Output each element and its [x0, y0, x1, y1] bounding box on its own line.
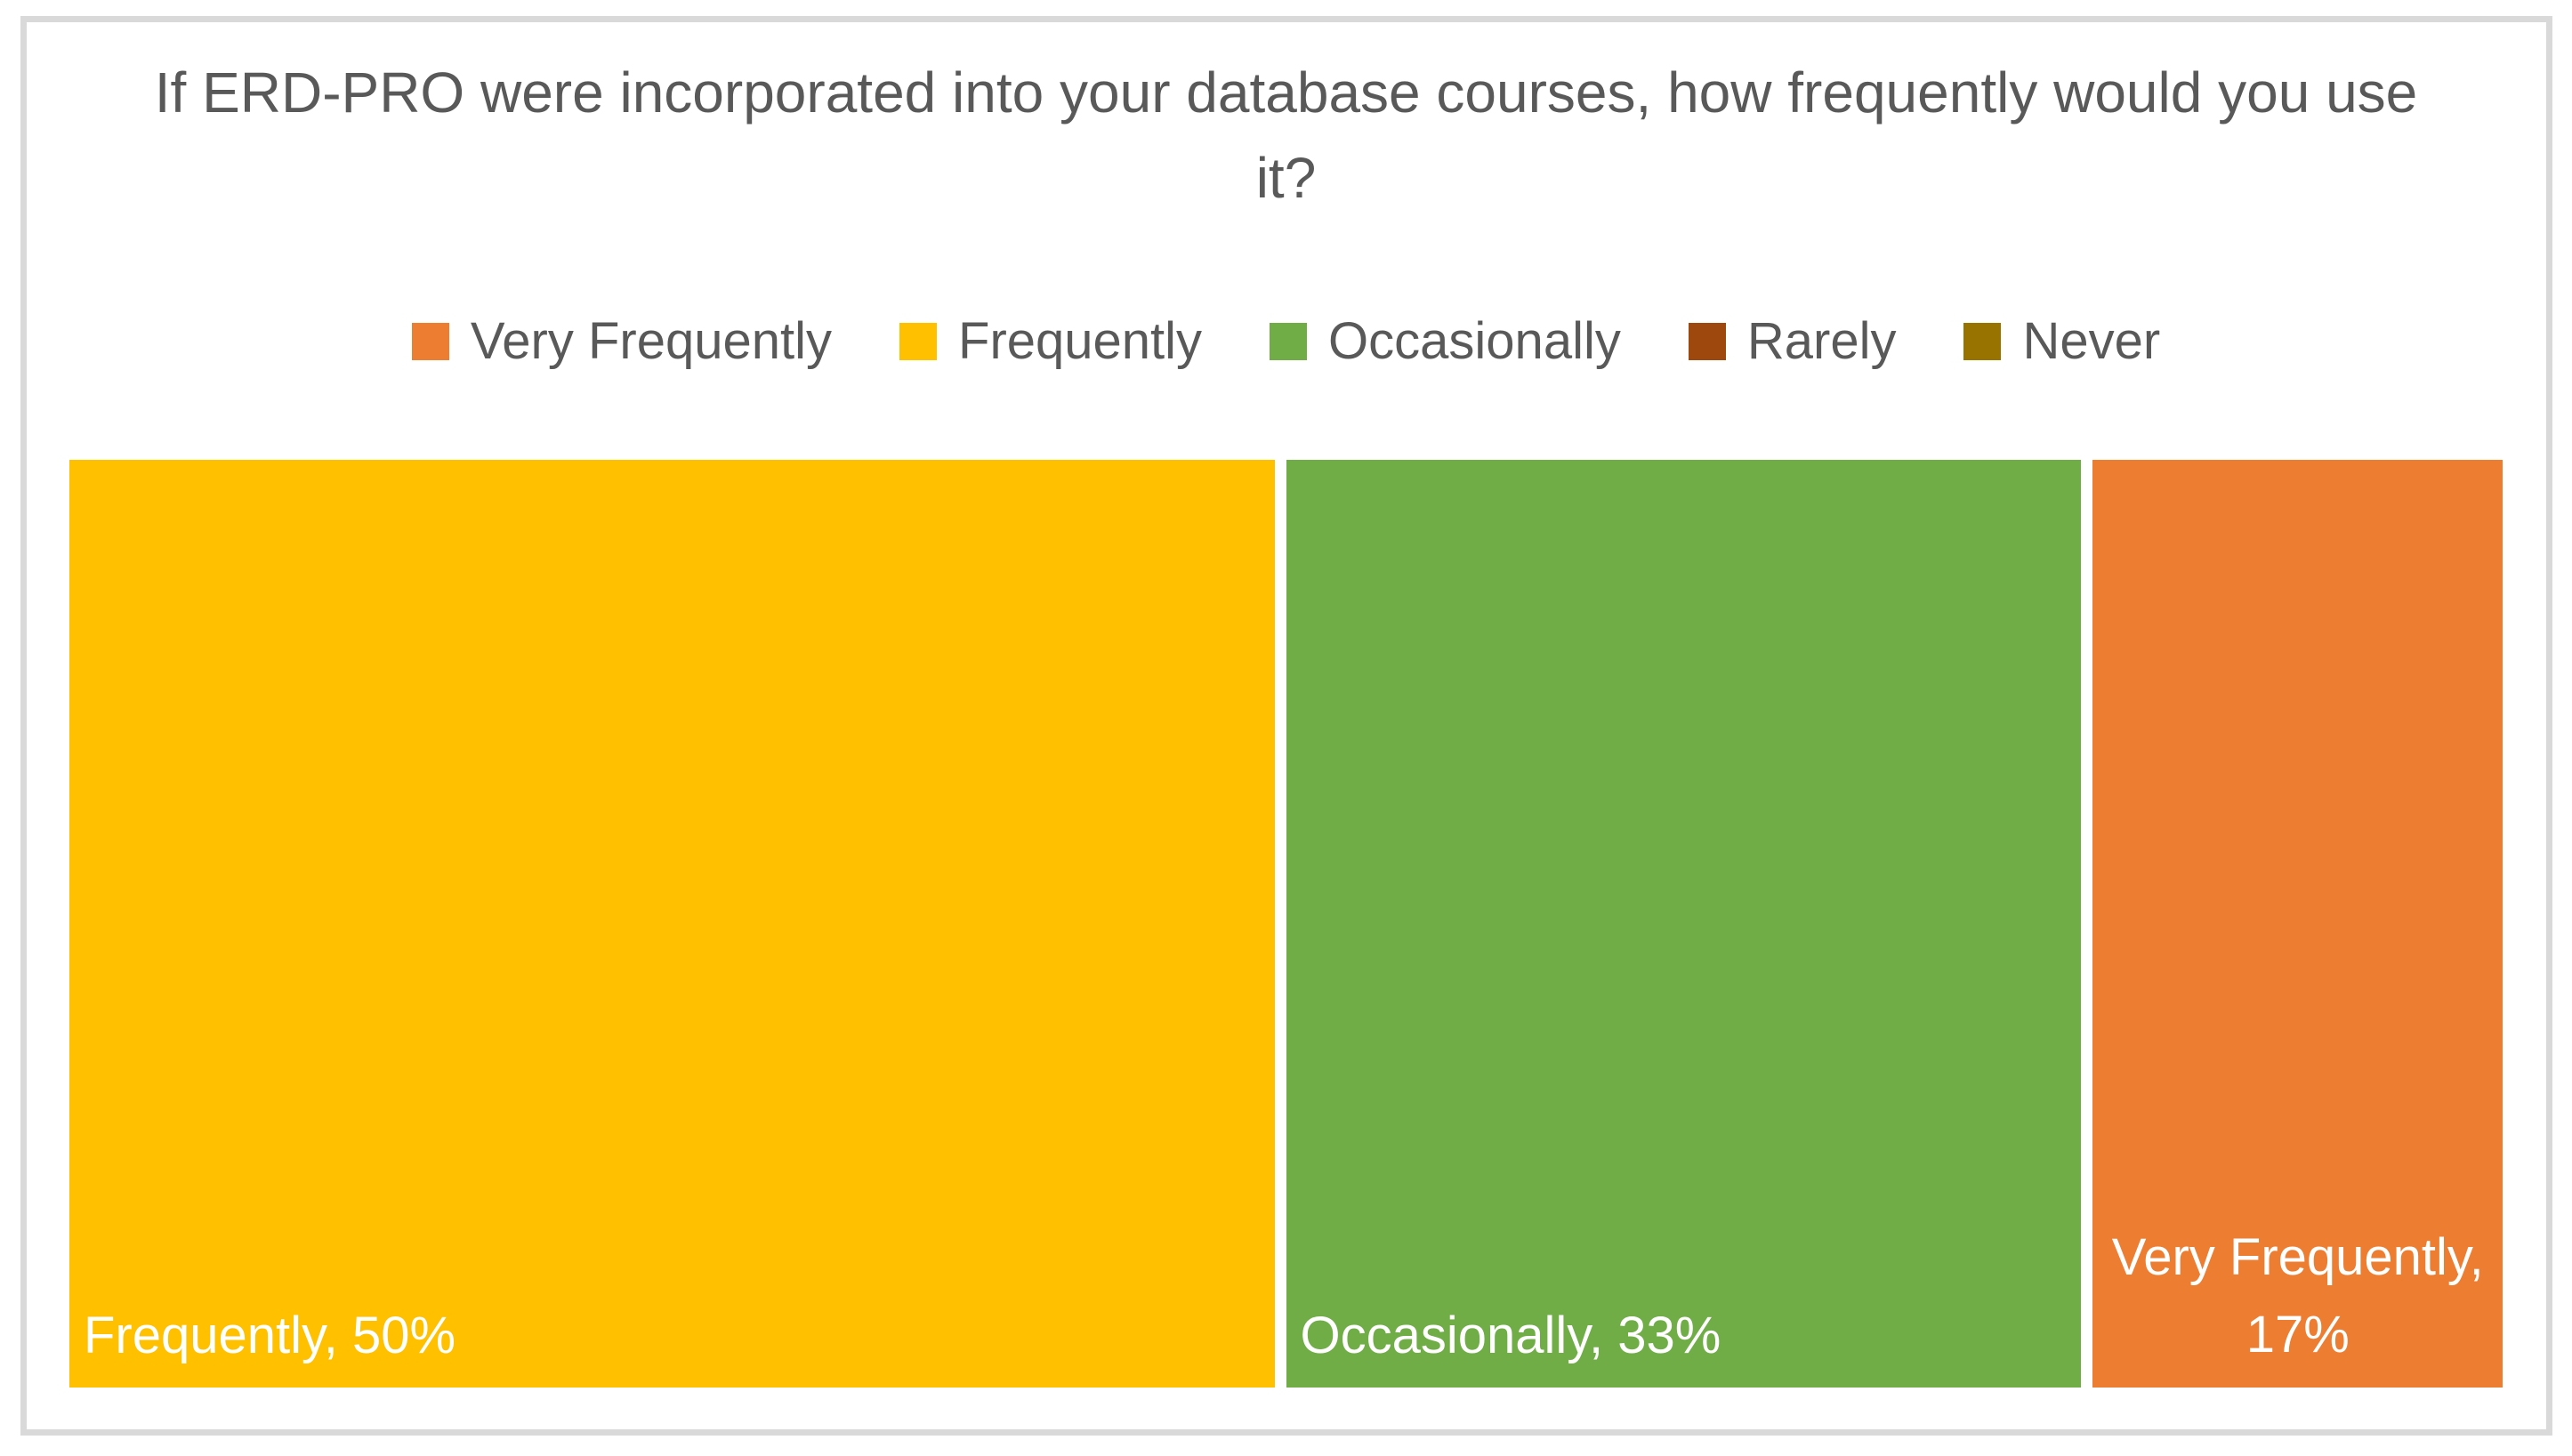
treemap-segment-frequently: Frequently, 50%	[69, 460, 1275, 1388]
legend-label: Frequently	[958, 312, 1203, 370]
legend-label: Rarely	[1746, 312, 1897, 370]
chart-title: If ERD-PRO were incorporated into your d…	[0, 50, 2572, 221]
legend-swatch-icon	[1963, 322, 2002, 360]
chart-legend: Very Frequently Frequently Occasionally …	[0, 311, 2572, 371]
legend-item-frequently: Frequently	[899, 311, 1202, 371]
chart-title-text: If ERD-PRO were incorporated into your d…	[154, 60, 2418, 210]
legend-swatch-icon	[1688, 322, 1726, 360]
legend-item-occasionally: Occasionally	[1270, 311, 1621, 371]
legend-label: Very Frequently	[470, 312, 833, 370]
treemap-segment-very-frequently: Very Frequently, 17%	[2092, 460, 2503, 1388]
treemap-plot-area: Frequently, 50% Occasionally, 33% Very F…	[69, 460, 2503, 1388]
legend-label: Never	[2022, 312, 2161, 370]
treemap-segment-occasionally: Occasionally, 33%	[1286, 460, 2082, 1388]
legend-swatch-icon	[411, 322, 449, 360]
data-label-very-frequently: Very Frequently, 17%	[2111, 1228, 2484, 1363]
data-label-occasionally: Occasionally, 33%	[1300, 1307, 1721, 1365]
legend-swatch-icon	[899, 322, 938, 360]
legend-item-never: Never	[1963, 311, 2160, 371]
legend-item-rarely: Rarely	[1688, 311, 1897, 371]
figure-border	[20, 16, 2552, 1436]
legend-item-very-frequently: Very Frequently	[411, 311, 833, 371]
legend-swatch-icon	[1270, 322, 1308, 360]
legend-label: Occasionally	[1328, 312, 1621, 370]
data-label-frequently: Frequently, 50%	[84, 1307, 456, 1365]
